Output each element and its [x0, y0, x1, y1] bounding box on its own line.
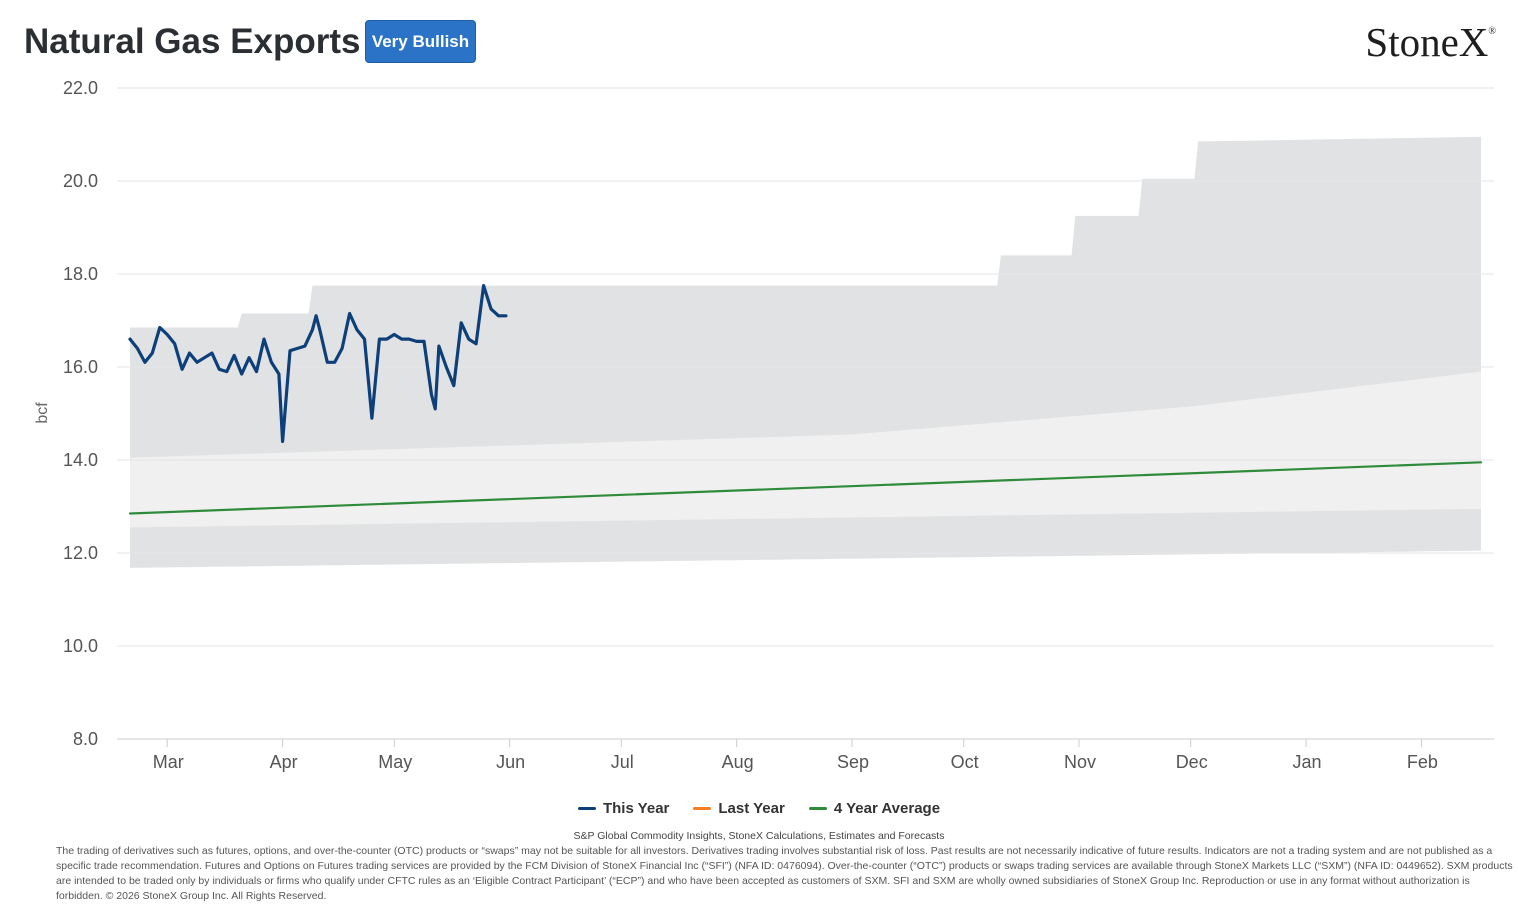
series-line-this-year: [128, 284, 508, 443]
range-band-inner: [130, 371, 1481, 528]
x-tick-label: May: [378, 752, 412, 772]
chart-header: Natural Gas Exports Very Bullish StoneX®: [0, 0, 1518, 70]
legend-item-this-year[interactable]: This Year: [577, 797, 670, 819]
legend-swatch-4-year-average: [808, 806, 827, 810]
brand-logo-text: StoneX: [1365, 19, 1489, 65]
brand-logo: StoneX®: [1365, 18, 1496, 66]
x-tick-label: Sep: [837, 752, 869, 772]
source-note: S&P Global Commodity Insights, StoneX Ca…: [573, 830, 945, 842]
legend-item-4-year-average[interactable]: 4 Year Average: [808, 797, 941, 819]
y-tick-label: 12.0: [63, 543, 98, 563]
y-axis-label: bcf: [34, 402, 51, 424]
legal-disclaimer: The trading of derivatives such as futur…: [56, 845, 1513, 902]
x-tick-label: Dec: [1176, 752, 1208, 772]
y-tick-label: 14.0: [63, 450, 98, 470]
legend-label-this-year: This Year: [602, 799, 670, 817]
legend-label-last-year: Last Year: [718, 799, 785, 817]
series-line-4-year-average: [128, 461, 1483, 515]
x-tick-label: Feb: [1407, 752, 1438, 772]
legend-swatch-this-year: [577, 806, 596, 810]
legend-label-4-year-average: 4 Year Average: [833, 799, 941, 817]
x-tick-label: Jan: [1293, 752, 1322, 772]
y-tick-label: 20.0: [63, 171, 98, 191]
y-tick-label: 10.0: [63, 636, 98, 656]
sentiment-badge: Very Bullish: [365, 20, 476, 63]
x-tick-label: Nov: [1064, 752, 1096, 772]
y-tick-label: 22.0: [63, 78, 98, 98]
legend-swatch-last-year: [693, 806, 712, 810]
y-tick-label: 16.0: [63, 357, 98, 377]
chart-legend: This Year Last Year 4 Year Average: [0, 797, 1518, 819]
x-tick-label: Jun: [496, 752, 525, 772]
x-tick-label: Mar: [153, 752, 184, 772]
line-chart: 8.0 10.0 12.0 14.0 16.0 18.0 20.0 22.0 bcf Mar Apr…: [34, 78, 1494, 772]
x-tick-label: Jul: [611, 752, 634, 772]
brand-logo-mark: ®: [1488, 26, 1496, 37]
y-tick-label: 8.0: [73, 729, 98, 749]
x-tick-label: Oct: [951, 752, 979, 772]
x-tick-label: Aug: [722, 752, 754, 772]
x-tick-label: Apr: [270, 752, 298, 772]
y-tick-label: 18.0: [63, 264, 98, 284]
page-title: Natural Gas Exports: [24, 22, 361, 61]
legend-item-last-year[interactable]: Last Year: [693, 797, 785, 819]
